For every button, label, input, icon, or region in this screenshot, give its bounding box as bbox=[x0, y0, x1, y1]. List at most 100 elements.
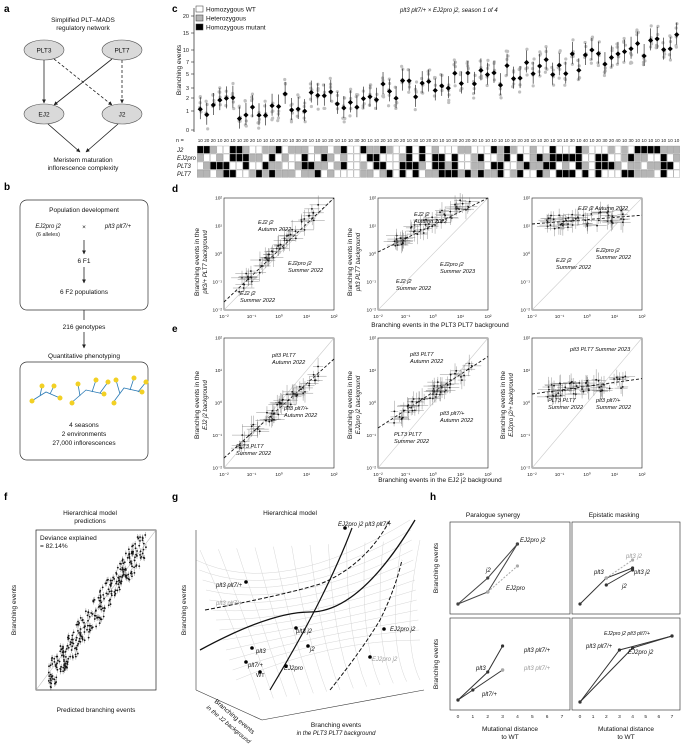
f-point bbox=[130, 562, 133, 565]
ytick-label: 1 bbox=[186, 109, 189, 115]
raw-point bbox=[302, 104, 306, 109]
mesh-line-b bbox=[199, 549, 261, 701]
scatter-point bbox=[431, 216, 434, 219]
g-point bbox=[250, 646, 254, 650]
f-point bbox=[71, 655, 74, 658]
scatter-point bbox=[550, 214, 552, 217]
genotype-cell bbox=[210, 169, 217, 178]
genotype-cell bbox=[640, 169, 648, 178]
mean-diamond bbox=[497, 82, 504, 88]
genotype-cell bbox=[268, 169, 276, 178]
genotype-cell bbox=[275, 161, 282, 170]
genotype-cell bbox=[334, 161, 341, 170]
mesh-line-b bbox=[328, 544, 354, 689]
n-value: 10 bbox=[622, 138, 628, 143]
xtick-label: 10⁻² bbox=[527, 472, 537, 478]
scatter-point bbox=[265, 419, 267, 422]
scatter-point bbox=[270, 419, 273, 422]
f-point bbox=[142, 548, 145, 551]
f-point bbox=[141, 539, 144, 542]
scatter-point bbox=[400, 417, 403, 420]
genotype-cell bbox=[530, 169, 537, 178]
f-point bbox=[109, 585, 112, 587]
scatter-point bbox=[598, 386, 601, 389]
raw-point bbox=[596, 61, 600, 65]
genotype-cell bbox=[197, 161, 204, 170]
d2-identity bbox=[377, 197, 489, 311]
genotype-cell bbox=[242, 153, 250, 162]
raw-point bbox=[656, 32, 660, 37]
genotype-cell bbox=[301, 169, 308, 178]
row-label-ej2: EJ2pro bbox=[177, 156, 197, 162]
xtick-label: 10⁻² bbox=[219, 472, 229, 478]
mesh-line-b bbox=[236, 548, 287, 697]
genotype-cell bbox=[197, 153, 204, 162]
h-tr-label-3: j2 bbox=[621, 584, 627, 590]
f-point bbox=[87, 611, 90, 613]
h-frame-bl bbox=[449, 617, 571, 711]
scatter-point bbox=[413, 230, 416, 232]
h-point bbox=[456, 698, 460, 702]
mean-diamond bbox=[654, 36, 660, 42]
f-point bbox=[138, 565, 141, 568]
ytick-label: 10⁻¹ bbox=[521, 433, 531, 439]
g-point bbox=[368, 655, 372, 659]
mean-diamond bbox=[413, 94, 419, 100]
genotype-cell bbox=[490, 153, 498, 162]
genotype-cell bbox=[477, 169, 485, 178]
n-value: 20 bbox=[518, 138, 524, 143]
scatter-point bbox=[620, 209, 623, 212]
f-point bbox=[47, 679, 50, 682]
scatter-point bbox=[307, 214, 310, 217]
genotype-cell bbox=[627, 169, 635, 178]
d1-annotation: EJ2 j2 bbox=[258, 220, 274, 226]
scatter-point bbox=[247, 278, 250, 281]
raw-point bbox=[335, 90, 339, 94]
f-point bbox=[133, 571, 136, 574]
raw-point bbox=[211, 93, 215, 97]
raw-point bbox=[276, 116, 281, 120]
n-value: 10 bbox=[309, 138, 315, 143]
scatter-point bbox=[454, 203, 456, 206]
node-ej2-label: EJ2 bbox=[38, 112, 50, 119]
n-value: 10 bbox=[198, 138, 204, 143]
genotype-cell bbox=[197, 145, 204, 154]
xtick-label: 10⁻¹ bbox=[555, 472, 565, 478]
scatter-point bbox=[303, 228, 306, 231]
surface-curve-main-2 bbox=[269, 527, 353, 691]
g-label-plt3plt7: plt3 plt7/+ bbox=[215, 583, 243, 589]
h-point bbox=[630, 568, 635, 572]
f-point bbox=[75, 623, 78, 626]
genotype-cell bbox=[601, 153, 609, 162]
scatter-point bbox=[553, 384, 555, 387]
d2-annotation: EJ2 j2 bbox=[396, 279, 412, 285]
h-xlabel2-left: to WT bbox=[501, 734, 518, 741]
e1-frame bbox=[223, 337, 335, 469]
genotype-cell bbox=[575, 145, 582, 154]
genotype-cell bbox=[503, 145, 511, 154]
ytick-label: 10¹ bbox=[369, 224, 376, 230]
raw-point bbox=[538, 50, 542, 54]
scatter-point bbox=[439, 211, 441, 214]
genotype-cell bbox=[490, 145, 498, 154]
scatter-point bbox=[256, 427, 259, 430]
f-point bbox=[129, 572, 132, 575]
genotype-cell bbox=[556, 161, 563, 170]
f-point bbox=[87, 619, 89, 622]
h-line bbox=[606, 569, 633, 586]
h-point bbox=[578, 602, 582, 606]
f-point bbox=[65, 660, 68, 663]
scatter-point bbox=[445, 389, 447, 392]
h-ylabel-top: Branching events bbox=[433, 542, 440, 593]
scatter-point bbox=[620, 387, 622, 390]
scatter-point bbox=[241, 434, 244, 437]
f-point bbox=[121, 574, 124, 577]
scatter-point bbox=[286, 405, 289, 408]
legend-swatch-wt bbox=[195, 5, 204, 13]
n-value: 20 bbox=[328, 138, 334, 143]
scatter-point bbox=[467, 368, 470, 371]
xtick-label: 10⁻² bbox=[373, 472, 383, 478]
genotype-cell bbox=[556, 153, 563, 162]
f-point bbox=[126, 556, 129, 559]
f-point bbox=[139, 536, 141, 539]
